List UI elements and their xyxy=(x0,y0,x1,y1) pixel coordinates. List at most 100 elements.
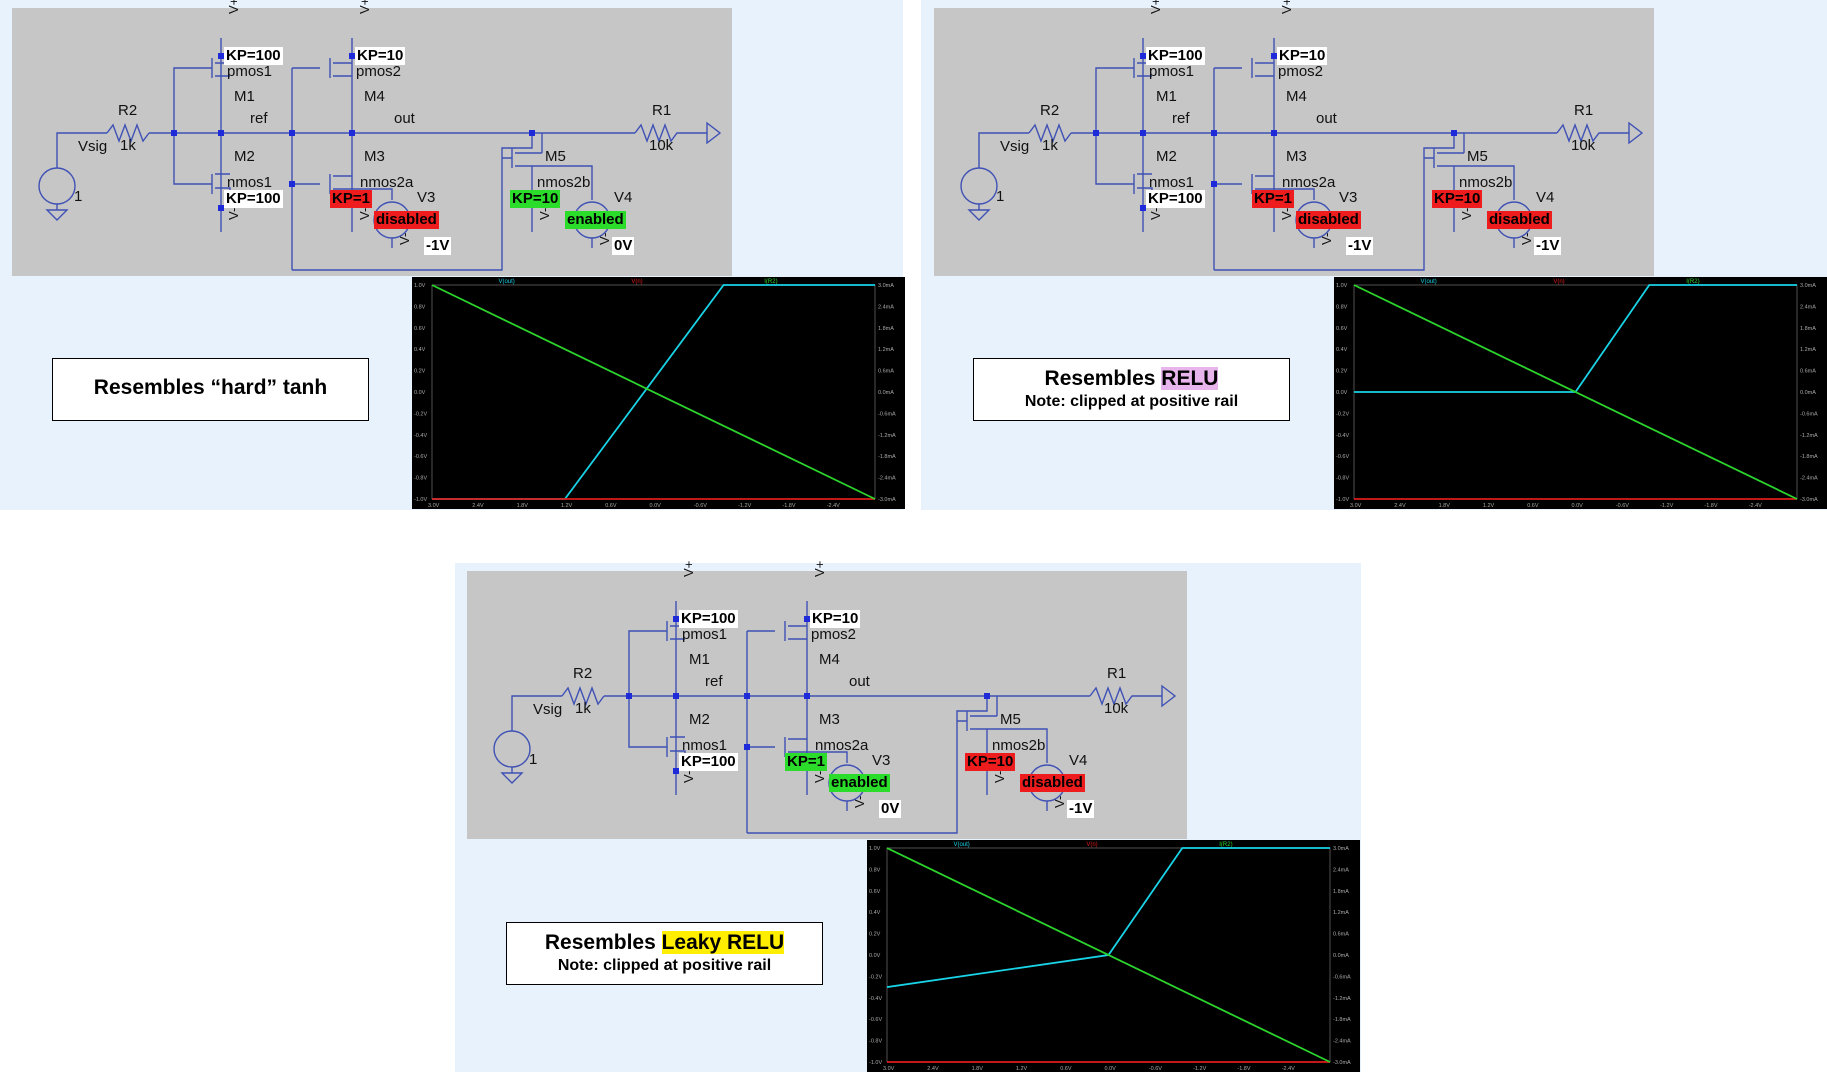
y-tick-label: 0.0V xyxy=(869,953,881,959)
v3-value-label: -1V xyxy=(424,237,452,255)
v3-name-label: V3 xyxy=(1339,189,1358,206)
r1-name-label: R1 xyxy=(1574,102,1594,119)
supply-pos-label: V+ xyxy=(1279,0,1294,14)
y2-tick-label: -2.4mA xyxy=(1800,476,1818,482)
m3-model-label: nmos2a xyxy=(360,174,414,191)
legend-entry: V(out) xyxy=(953,842,969,848)
m4-name-label: M4 xyxy=(1286,88,1307,105)
m4-model-label: pmos2 xyxy=(356,63,402,80)
legend-entry: I(R2) xyxy=(764,279,777,285)
series-line-vout xyxy=(1354,284,1797,393)
schematic-tanh: V+ V+ KP=100 KP=10 pmos1 pmos2 M1 M4 R2 1k ref out R… xyxy=(12,0,732,276)
r2-name-label: R2 xyxy=(573,665,593,682)
m3-model-label: nmos2a xyxy=(815,737,869,754)
y-tick-label: 0.4V xyxy=(869,910,881,916)
r2-value-label: 1k xyxy=(1042,137,1058,154)
supply-neg-label: V- xyxy=(1459,207,1474,220)
r1-name-label: R1 xyxy=(1107,665,1127,682)
y2-tick-label: -1.2mA xyxy=(1800,433,1818,439)
net-ref-label: ref xyxy=(705,673,723,690)
supply-neg-label: V- xyxy=(357,207,372,220)
y2-tick-label: 3.0mA xyxy=(1800,283,1816,289)
y-tick-label: -0.8V xyxy=(869,1039,882,1045)
m1-model-label: pmos1 xyxy=(682,626,728,643)
legend-entry: V(n) xyxy=(1086,842,1097,848)
y2-tick-label: -0.6mA xyxy=(1333,974,1351,980)
x-tick-label: 3.0V xyxy=(883,1066,895,1072)
x-tick-label: 3.0V xyxy=(428,503,440,509)
x-tick-label: 1.8V xyxy=(1439,503,1451,509)
kp-m3-label: KP=1 xyxy=(785,753,827,771)
m1-name-label: M1 xyxy=(1156,88,1177,105)
vsig-name-label: Vsig xyxy=(1000,138,1030,155)
supply-neg-label: V- xyxy=(537,207,552,220)
x-tick-label: 0.6V xyxy=(1527,503,1539,509)
vsig-name-label: Vsig xyxy=(533,701,563,718)
kp-m5-label: KP=10 xyxy=(965,753,1016,771)
m2-name-label: M2 xyxy=(1156,148,1177,165)
supply-pos-label: V+ xyxy=(681,560,696,577)
legend-entry: V(out) xyxy=(1420,279,1436,285)
kp-m4-label: KP=10 xyxy=(810,610,861,628)
kp-m3-label: KP=1 xyxy=(330,190,372,208)
y-tick-label: 0.6V xyxy=(1336,326,1348,332)
y2-tick-label: 1.8mA xyxy=(1333,889,1349,895)
y2-tick-label: 1.2mA xyxy=(1333,910,1349,916)
caption-relu-note: Note: clipped at positive rail xyxy=(1024,393,1239,410)
m2-name-label: M2 xyxy=(689,711,710,728)
kp-m2-label: KP=100 xyxy=(679,753,738,771)
r2-name-label: R2 xyxy=(1040,102,1060,119)
m5-name-label: M5 xyxy=(545,148,566,165)
kp-m5-label: KP=10 xyxy=(1432,190,1483,208)
y2-tick-label: -2.4mA xyxy=(1333,1039,1351,1045)
y-tick-label: -0.4V xyxy=(1336,433,1349,439)
m2-model-label: nmos1 xyxy=(227,174,273,191)
m1-model-label: pmos1 xyxy=(1149,63,1195,80)
y2-tick-label: -2.4mA xyxy=(878,476,896,482)
v3-name-label: V3 xyxy=(417,189,436,206)
vsig-value-label: 1 xyxy=(529,751,538,768)
kp-m1-label: KP=100 xyxy=(224,47,283,65)
supply-pos-label: V+ xyxy=(812,560,827,577)
supply-neg-label: V- xyxy=(597,232,612,245)
x-tick-label: 0.0V xyxy=(1105,1066,1117,1072)
x-tick-label: 0.0V xyxy=(1572,503,1584,509)
caption-leaky-highlight: Leaky RELU xyxy=(661,931,785,954)
v3-value-label: -1V xyxy=(1346,237,1374,255)
x-tick-label: 0.6V xyxy=(605,503,617,509)
y-tick-label: -0.6V xyxy=(414,454,427,460)
m5-model-label: nmos2b xyxy=(992,737,1046,754)
x-tick-label: -0.6V xyxy=(694,503,707,509)
caption-relu-highlight: RELU xyxy=(1161,367,1219,390)
y-tick-label: -1.0V xyxy=(414,497,427,503)
caption-tanh: Resembles “hard” tanh xyxy=(52,358,369,421)
y2-tick-label: 2.4mA xyxy=(1333,867,1349,873)
supply-neg-label: V- xyxy=(397,232,412,245)
kp-m4-label: KP=10 xyxy=(1277,47,1328,65)
legend-entry: V(n) xyxy=(1553,279,1564,285)
m5-model-label: nmos2b xyxy=(1459,174,1513,191)
y-tick-label: 0.6V xyxy=(869,889,881,895)
x-tick-label: -1.2V xyxy=(1660,503,1673,509)
kp-m4-label: KP=10 xyxy=(355,47,406,65)
supply-pos-label: V+ xyxy=(226,0,241,14)
supply-neg-label: V- xyxy=(1148,207,1163,220)
caption-leaky-prefix: Resembles xyxy=(544,931,662,954)
y-tick-label: 1.0V xyxy=(869,846,881,852)
y-tick-label: 0.2V xyxy=(1336,369,1348,375)
y-tick-label: -0.2V xyxy=(1336,411,1349,417)
y2-tick-label: 2.4mA xyxy=(878,304,894,310)
m4-name-label: M4 xyxy=(819,651,840,668)
y-tick-label: 0.6V xyxy=(414,326,426,332)
vsig-name-label: Vsig xyxy=(78,138,108,155)
y-tick-label: 0.8V xyxy=(1336,304,1348,310)
supply-neg-label: V- xyxy=(1279,207,1294,220)
circuit-wires xyxy=(960,38,1644,271)
y2-tick-label: 1.8mA xyxy=(1800,326,1816,332)
y-tick-label: 0.2V xyxy=(869,932,881,938)
x-tick-label: 1.2V xyxy=(1483,503,1495,509)
caption-tanh-text: Resembles “hard” tanh xyxy=(93,376,328,399)
x-tick-label: 3.0V xyxy=(1350,503,1362,509)
y2-tick-label: 0.6mA xyxy=(878,369,894,375)
waveform-plot-tanh: V(out) V(n) I(R2) 1.0V 3.0mA 0.8V 2.4mA 0.6V 1.8… xyxy=(412,277,905,509)
